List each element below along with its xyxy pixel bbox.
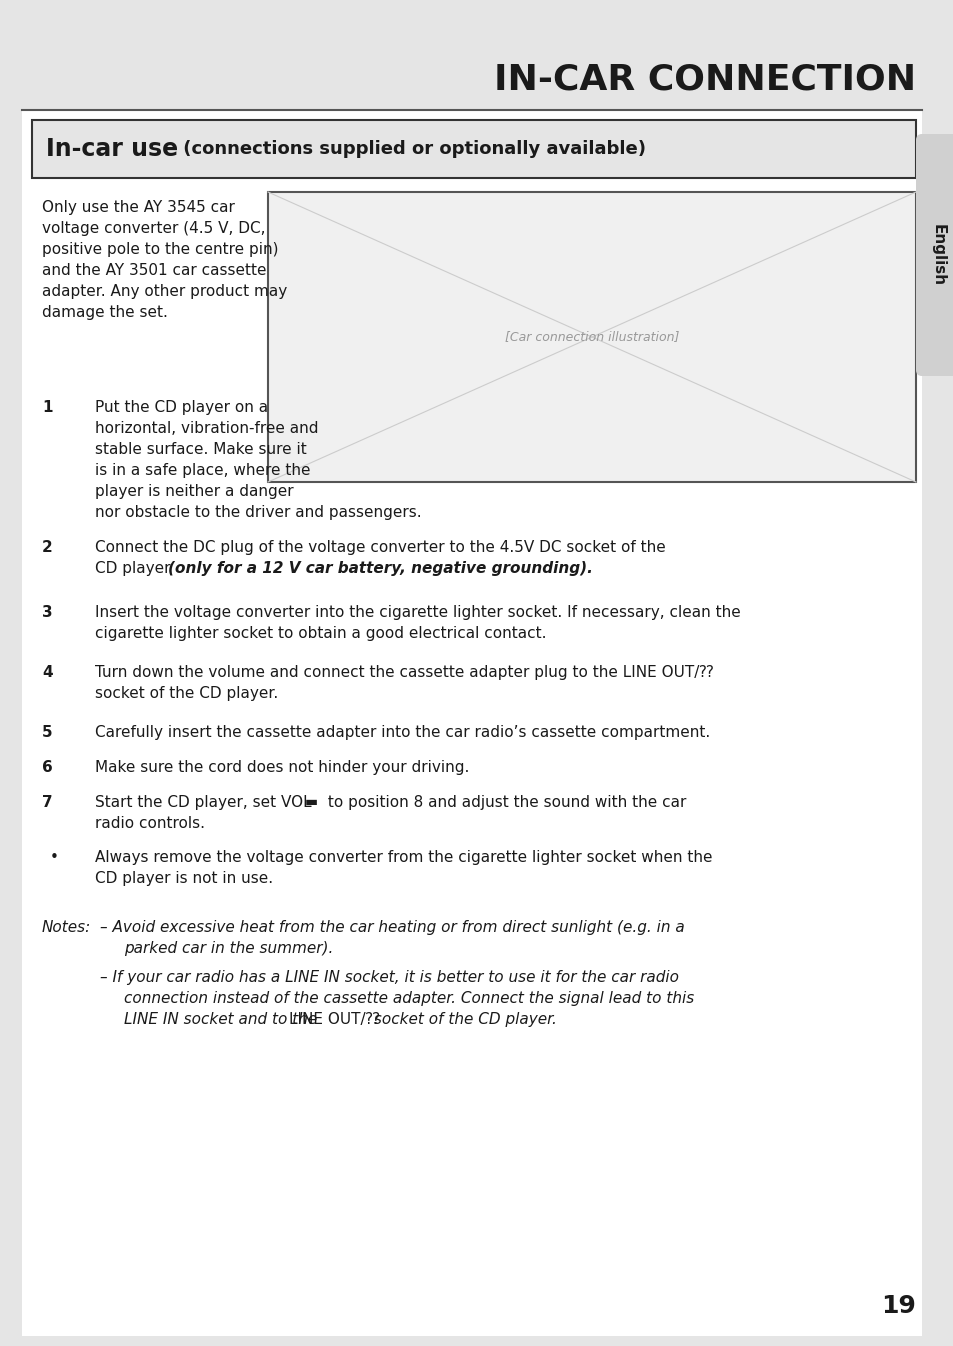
Text: Start the CD player, set VOL: Start the CD player, set VOL <box>95 795 316 810</box>
Text: 19: 19 <box>881 1294 916 1318</box>
Text: voltage converter (4.5 V, DC,: voltage converter (4.5 V, DC, <box>42 221 265 236</box>
Text: In-car use: In-car use <box>46 137 178 162</box>
Text: CD player is not in use.: CD player is not in use. <box>95 871 273 886</box>
Text: damage the set.: damage the set. <box>42 306 168 320</box>
FancyBboxPatch shape <box>915 135 953 376</box>
Text: socket of the CD player.: socket of the CD player. <box>95 686 278 701</box>
Text: and the AY 3501 car cassette: and the AY 3501 car cassette <box>42 262 266 279</box>
Text: Connect the DC plug of the voltage converter to the 4.5V DC socket of the: Connect the DC plug of the voltage conve… <box>95 540 665 555</box>
Text: ▬: ▬ <box>305 795 317 809</box>
Text: is in a safe place, where the: is in a safe place, where the <box>95 463 310 478</box>
Text: connection instead of the cassette adapter. Connect the signal lead to this: connection instead of the cassette adapt… <box>124 991 694 1005</box>
Text: CD player: CD player <box>95 561 175 576</box>
Text: LINE IN socket and to the: LINE IN socket and to the <box>124 1012 322 1027</box>
Text: 3: 3 <box>42 604 52 621</box>
Text: [Car connection illustration]: [Car connection illustration] <box>504 331 679 343</box>
Text: (only for a 12 V car battery, negative grounding).: (only for a 12 V car battery, negative g… <box>168 561 592 576</box>
Text: (connections supplied or optionally available): (connections supplied or optionally avai… <box>177 140 645 157</box>
Text: •: • <box>50 851 59 865</box>
Text: Put the CD player on a: Put the CD player on a <box>95 400 268 415</box>
Text: IN-CAR CONNECTION: IN-CAR CONNECTION <box>494 62 915 96</box>
Text: player is neither a danger: player is neither a danger <box>95 485 294 499</box>
Text: Make sure the cord does not hinder your driving.: Make sure the cord does not hinder your … <box>95 760 469 775</box>
Text: nor obstacle to the driver and passengers.: nor obstacle to the driver and passenger… <box>95 505 421 520</box>
Text: parked car in the summer).: parked car in the summer). <box>124 941 333 956</box>
Bar <box>0 0 953 110</box>
Text: 7: 7 <box>42 795 52 810</box>
Text: Only use the AY 3545 car: Only use the AY 3545 car <box>42 201 234 215</box>
Text: stable surface. Make sure it: stable surface. Make sure it <box>95 441 307 458</box>
Text: 5: 5 <box>42 725 52 740</box>
Text: English: English <box>929 223 944 287</box>
Text: Always remove the voltage converter from the cigarette lighter socket when the: Always remove the voltage converter from… <box>95 851 712 865</box>
Text: Notes:: Notes: <box>42 921 91 935</box>
Text: LINE OUT/⁇: LINE OUT/⁇ <box>289 1012 379 1027</box>
Text: Insert the voltage converter into the cigarette lighter socket. If necessary, cl: Insert the voltage converter into the ci… <box>95 604 740 621</box>
Bar <box>268 192 915 482</box>
Text: cigarette lighter socket to obtain a good electrical contact.: cigarette lighter socket to obtain a goo… <box>95 626 546 641</box>
Text: to position 8 and adjust the sound with the car: to position 8 and adjust the sound with … <box>323 795 685 810</box>
Text: Carefully insert the cassette adapter into the car radio’s cassette compartment.: Carefully insert the cassette adapter in… <box>95 725 709 740</box>
Text: horizontal, vibration-free and: horizontal, vibration-free and <box>95 421 318 436</box>
Bar <box>32 120 915 178</box>
Text: adapter. Any other product may: adapter. Any other product may <box>42 284 287 299</box>
Text: radio controls.: radio controls. <box>95 816 205 830</box>
Text: 4: 4 <box>42 665 52 680</box>
Text: – If your car radio has a LINE IN socket, it is better to use it for the car rad: – If your car radio has a LINE IN socket… <box>100 970 679 985</box>
Text: 6: 6 <box>42 760 52 775</box>
Text: socket of the CD player.: socket of the CD player. <box>369 1012 557 1027</box>
Text: positive pole to the centre pin): positive pole to the centre pin) <box>42 242 278 257</box>
Text: 1: 1 <box>42 400 52 415</box>
Text: Turn down the volume and connect the cassette adapter plug to the LINE OUT/⁇: Turn down the volume and connect the cas… <box>95 665 713 680</box>
Text: – Avoid excessive heat from the car heating or from direct sunlight (e.g. in a: – Avoid excessive heat from the car heat… <box>100 921 684 935</box>
Text: 2: 2 <box>42 540 52 555</box>
